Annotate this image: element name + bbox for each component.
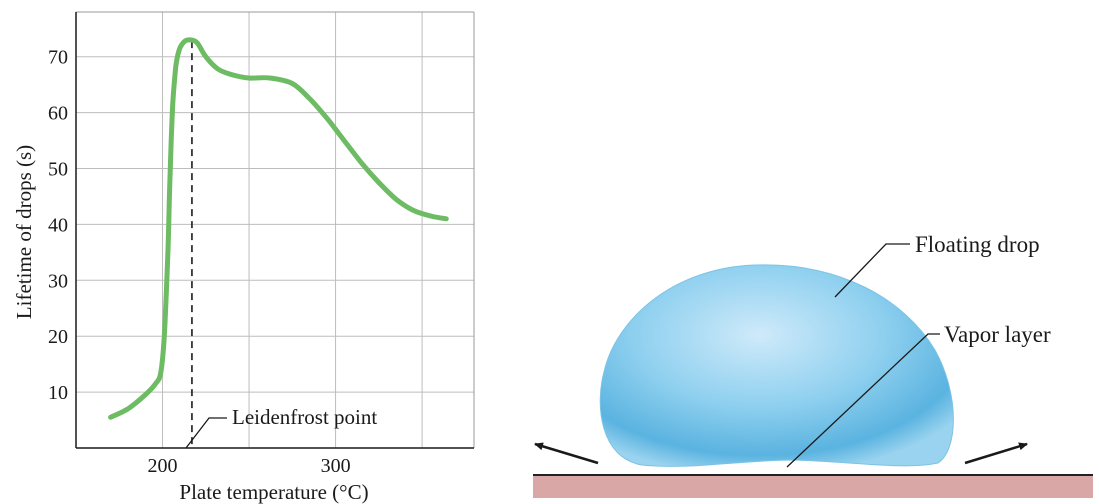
floating-drop-label: Floating drop (915, 232, 1040, 257)
y-tick-label: 70 (48, 47, 68, 69)
left-arrow (534, 442, 599, 465)
floating-drop-leader (834, 243, 910, 298)
x-tick-label: 300 (321, 455, 351, 477)
lifetime-chart: 10 20 30 40 50 60 70 200 300 Plate temperature … (12, 11, 475, 504)
x-tick-labels: 200 300 (148, 455, 351, 477)
leidenfrost-label: Leidenfrost point (232, 405, 377, 429)
y-tick-label: 30 (48, 270, 68, 292)
vapor-layer-leader (786, 333, 940, 468)
leidenfrost-leader (185, 417, 227, 449)
chart-axes (75, 11, 475, 449)
leidenfrost-diagram: Floating drop Vapor layer (533, 232, 1093, 498)
y-tick-label: 50 (48, 159, 68, 181)
x-axis-label: Plate temperature (°C) (179, 480, 368, 504)
x-tick-label: 200 (148, 455, 178, 477)
y-tick-labels: 10 20 30 40 50 60 70 (48, 47, 68, 404)
hot-plate (533, 476, 1093, 498)
chart-grid (76, 12, 474, 448)
vapor-layer-label: Vapor layer (944, 322, 1051, 347)
right-arrow (964, 442, 1028, 465)
y-axis-label: Lifetime of drops (s) (12, 145, 36, 319)
y-tick-label: 40 (48, 214, 68, 236)
series-line (108, 37, 449, 420)
floating-drop (599, 264, 954, 467)
y-tick-label: 60 (48, 103, 68, 125)
y-tick-label: 20 (48, 326, 68, 348)
y-tick-label: 10 (48, 382, 68, 404)
